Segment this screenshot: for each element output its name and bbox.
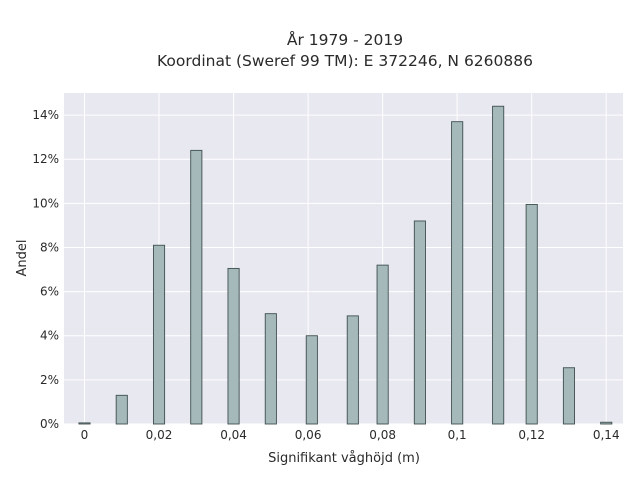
x-tick-label: 0 [81, 428, 89, 442]
histogram-bar [190, 149, 203, 425]
plot-area [64, 93, 623, 424]
histogram-bar [492, 105, 505, 425]
histogram-bar [78, 422, 91, 425]
x-tick-label: 0,14 [593, 428, 620, 442]
histogram-bar [227, 267, 240, 425]
histogram-bar [305, 335, 318, 425]
histogram-bar [451, 121, 464, 425]
x-axis-title: Signifikant våghöjd (m) [268, 451, 420, 466]
y-tick-label: 12% [32, 152, 59, 166]
x-axis-ticks: 0 0,02 0,04 0,06 0,08 0,1 0,12 0,14 [81, 428, 620, 442]
bars [78, 105, 613, 425]
x-tick-label: 0,06 [295, 428, 322, 442]
y-tick-label: 6% [40, 285, 59, 299]
y-tick-label: 10% [32, 196, 59, 210]
histogram-bar [562, 367, 576, 425]
y-tick-label: 0% [40, 417, 59, 431]
x-tick-label: 0,04 [220, 428, 247, 442]
chart-title-line-2: Koordinat (Sweref 99 TM): E 372246, N 62… [157, 52, 533, 70]
histogram-bar [115, 394, 128, 425]
y-tick-label: 14% [32, 108, 59, 122]
y-tick-label: 4% [40, 329, 59, 343]
histogram-bar [600, 421, 613, 425]
chart-title-line-1: År 1979 - 2019 [287, 30, 403, 49]
histogram-bar [152, 244, 166, 425]
y-axis-title: Andel [15, 240, 30, 277]
y-axis-ticks: 0% 2% 4% 6% 8% 10% 12% 14% [32, 108, 59, 431]
x-tick-label: 0,12 [518, 428, 545, 442]
x-tick-label: 0,02 [146, 428, 173, 442]
x-tick-label: 0,08 [369, 428, 396, 442]
histogram-bar [346, 315, 359, 425]
y-tick-label: 8% [40, 240, 59, 254]
x-tick-label: 0,1 [448, 428, 467, 442]
histogram-bar [264, 313, 277, 425]
histogram-bar [376, 264, 389, 425]
histogram-bar [413, 220, 426, 425]
histogram-bar [525, 203, 538, 425]
y-tick-label: 2% [40, 373, 59, 387]
